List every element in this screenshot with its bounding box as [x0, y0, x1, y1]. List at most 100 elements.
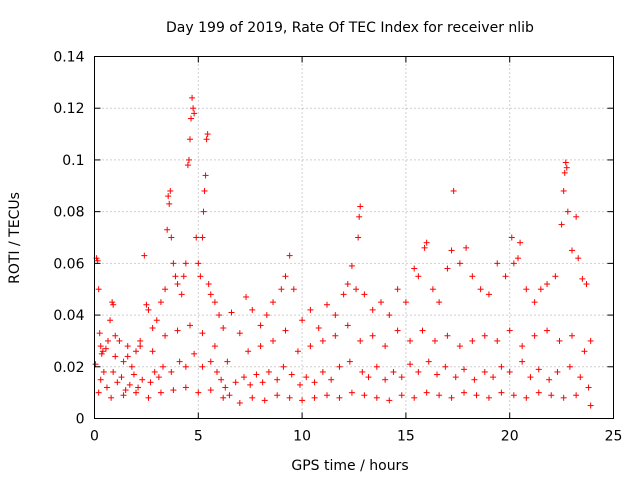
data-point — [564, 208, 571, 215]
data-point — [332, 332, 339, 339]
data-point — [477, 286, 484, 293]
data-point — [149, 348, 156, 355]
data-point — [218, 376, 225, 383]
data-point — [481, 368, 488, 375]
data-point — [423, 389, 430, 396]
data-point — [207, 358, 214, 365]
data-point — [182, 384, 189, 391]
data-point — [340, 291, 347, 298]
data-point — [423, 239, 430, 246]
chart-title: Day 199 of 2019, Rate Of TEC Index for r… — [166, 20, 534, 36]
y-axis-label: ROTI / TECUs — [7, 192, 23, 284]
data-point — [174, 281, 181, 288]
data-point — [344, 281, 351, 288]
data-point — [199, 363, 206, 370]
data-point — [307, 343, 314, 350]
data-point — [377, 299, 384, 306]
data-point — [103, 384, 110, 391]
data-point — [563, 164, 570, 171]
data-point — [494, 260, 501, 267]
data-point — [100, 368, 107, 375]
data-point — [336, 394, 343, 401]
data-point — [560, 394, 567, 401]
data-point — [278, 286, 285, 293]
data-point — [104, 337, 111, 344]
data-point — [249, 306, 256, 313]
axis-ticks: 0 0.02 0.04 0.06 0.08 0.1 0.12 0.14 0 5 10 15 20 25 — [53, 50, 622, 445]
data-point — [160, 363, 167, 370]
data-point — [195, 260, 202, 267]
data-point — [510, 260, 517, 267]
data-point — [201, 187, 208, 194]
data-point — [319, 337, 326, 344]
data-point — [282, 327, 289, 334]
data-point — [568, 247, 575, 254]
data-point — [145, 394, 152, 401]
data-point — [94, 257, 101, 264]
data-point — [186, 322, 193, 329]
data-point — [382, 343, 389, 350]
data-point — [548, 392, 555, 399]
data-point — [180, 273, 187, 280]
data-point — [577, 374, 584, 381]
data-point — [585, 384, 592, 391]
data-point — [149, 325, 156, 331]
y-tick-label: 0 — [76, 412, 85, 428]
data-point — [189, 94, 196, 101]
data-point — [137, 337, 144, 344]
data-point — [174, 327, 181, 334]
data-point — [130, 371, 137, 378]
data-point — [394, 286, 401, 293]
data-point — [226, 392, 233, 399]
data-point — [286, 394, 293, 401]
data-point — [110, 301, 117, 308]
data-point — [112, 332, 119, 339]
data-point — [143, 301, 150, 308]
data-point — [456, 343, 463, 350]
data-point — [579, 275, 586, 282]
data-point — [155, 374, 162, 381]
data-point — [162, 286, 169, 293]
data-point — [355, 234, 362, 241]
data-point — [359, 368, 366, 375]
data-point — [191, 110, 198, 117]
data-point — [419, 327, 426, 334]
data-point — [120, 392, 127, 399]
data-point — [282, 273, 289, 280]
data-point — [544, 327, 551, 334]
data-point — [116, 337, 123, 344]
data-point — [164, 226, 171, 233]
data-point — [461, 389, 468, 396]
data-point — [224, 358, 231, 365]
data-point — [261, 397, 268, 404]
y-tick-label: 0.08 — [53, 205, 84, 221]
data-point — [188, 115, 195, 122]
data-point — [247, 381, 254, 388]
data-point — [182, 260, 189, 267]
data-point — [222, 384, 229, 391]
data-point — [436, 299, 443, 306]
data-point — [199, 234, 206, 241]
data-point — [587, 402, 594, 409]
data-point — [573, 392, 580, 399]
data-point — [186, 136, 193, 143]
data-point — [568, 332, 575, 339]
data-point — [137, 343, 144, 350]
data-point — [498, 389, 505, 396]
data-point — [162, 332, 169, 339]
data-point — [303, 374, 310, 381]
data-point — [361, 291, 368, 298]
data-point — [508, 234, 515, 241]
data-point — [450, 187, 457, 194]
data-point — [361, 392, 368, 399]
data-point — [168, 234, 175, 241]
data-point — [407, 361, 414, 368]
data-point — [506, 368, 513, 375]
data-point — [213, 368, 220, 375]
data-point — [120, 358, 127, 365]
data-point — [357, 203, 364, 210]
data-point — [228, 309, 235, 316]
data-point — [471, 376, 478, 383]
data-point — [139, 376, 146, 383]
data-point — [566, 363, 573, 370]
